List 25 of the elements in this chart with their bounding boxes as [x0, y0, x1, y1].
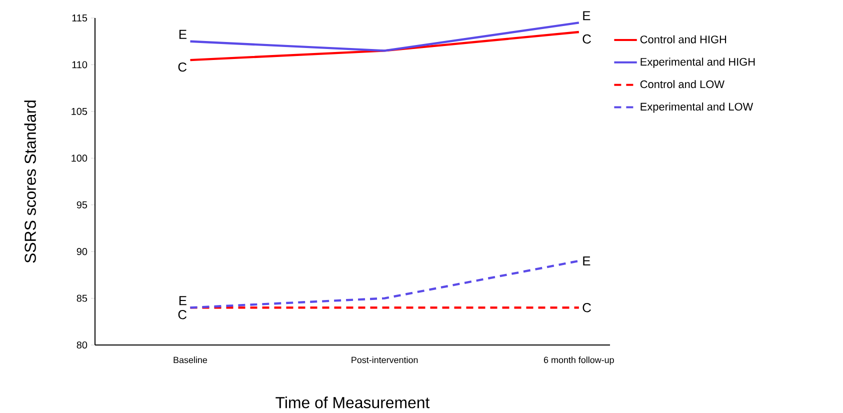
legend-label: Experimental and LOW	[640, 102, 754, 113]
y-tick-label: 90	[76, 248, 88, 256]
legend-label: Experimental and HIGH	[640, 58, 755, 68]
annotation: E	[583, 256, 590, 266]
y-tick-label: 80	[76, 341, 88, 349]
y-tick-label: 95	[76, 201, 88, 208]
legend-label: Control and HIGH	[640, 35, 726, 44]
y-tick-label: 85	[76, 294, 88, 302]
x-tick-label: 6 month follow-up	[544, 356, 614, 365]
annotation: E	[179, 296, 186, 306]
annotation: C	[178, 62, 187, 72]
annotation: E	[583, 11, 590, 20]
x-tick-label: Post-intervention	[352, 356, 418, 364]
annotation: C	[582, 34, 591, 44]
x-tick-label: Baseline	[174, 356, 208, 364]
legend-label: Control and LOW	[640, 80, 724, 88]
y-tick-label: 100	[72, 154, 88, 162]
annotation: E	[179, 30, 186, 39]
y-tick-label: 105	[72, 108, 88, 115]
y-tick-label: 115	[72, 14, 88, 22]
x-axis-title: Time of Measurement	[276, 396, 430, 408]
annotation: C	[178, 310, 187, 320]
y-axis-title: SSRS scores Standard	[24, 100, 36, 263]
y-tick-label: 110	[72, 61, 88, 68]
annotation: C	[582, 303, 591, 312]
